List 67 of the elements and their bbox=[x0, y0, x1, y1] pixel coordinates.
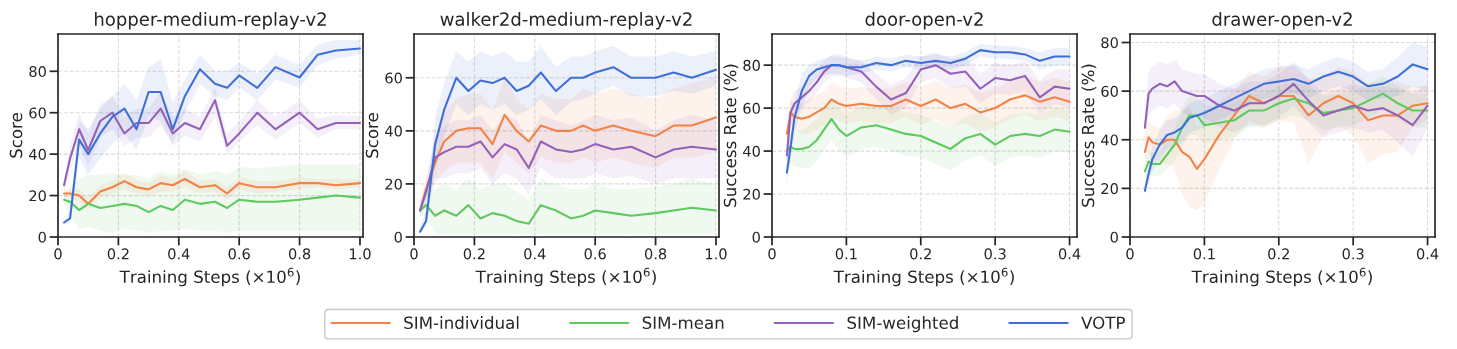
legend-label: SIM-individual bbox=[404, 316, 519, 330]
x-tick-label: 0.1 bbox=[835, 248, 857, 260]
x-tick-label: 0.4 bbox=[168, 248, 190, 260]
x-tick-label: 0.6 bbox=[228, 248, 250, 260]
chart-title: drawer-open-v2 bbox=[1212, 11, 1352, 30]
x-tick-label: 0 bbox=[54, 248, 62, 260]
x-tick-label: 0.3 bbox=[1342, 248, 1364, 260]
y-axis-title: Score bbox=[365, 113, 379, 158]
x-axis-title: Training Steps (×10$^{6}$) bbox=[475, 267, 656, 287]
line-series bbox=[785, 117, 1071, 153]
y-axis-title: Success Rate (%) bbox=[1081, 64, 1097, 207]
x-tick-label: 0.2 bbox=[107, 248, 129, 260]
line-series bbox=[419, 204, 718, 225]
y-tick-label: 60 bbox=[385, 72, 402, 84]
x-tick-label: 0.4 bbox=[524, 248, 546, 260]
line-series bbox=[419, 140, 718, 212]
line-series bbox=[785, 64, 1071, 157]
y-tick-label: 60 bbox=[743, 102, 760, 114]
y-axis-title: Score bbox=[9, 113, 23, 158]
y-tick-label: 0 bbox=[752, 231, 760, 243]
line-series bbox=[1143, 63, 1429, 192]
y-tick-label: 0 bbox=[38, 231, 46, 243]
y-tick-label: 20 bbox=[29, 190, 46, 202]
x-tick-label: 0.2 bbox=[910, 248, 931, 260]
y-tick-label: 20 bbox=[1101, 183, 1118, 195]
x-tick-label: 0.2 bbox=[1268, 248, 1289, 260]
x-tick-label: 0 bbox=[1126, 248, 1134, 260]
y-tick-label: 0 bbox=[394, 231, 402, 243]
y-tick-label: 80 bbox=[29, 66, 46, 78]
x-axis-title: Training Steps (×10$^{6}$) bbox=[119, 267, 300, 287]
line-series bbox=[785, 94, 1071, 135]
y-tick-label: 60 bbox=[1101, 85, 1118, 97]
chart-title: walker2d-medium-replay-v2 bbox=[440, 11, 692, 30]
line-series bbox=[63, 99, 362, 187]
x-tick-label: 1.0 bbox=[349, 248, 371, 260]
y-tick-label: 40 bbox=[29, 148, 46, 160]
x-tick-label: 1.0 bbox=[705, 248, 727, 260]
y-axis-title: Success Rate (%) bbox=[723, 64, 739, 207]
legend-label: VOTP bbox=[1081, 316, 1125, 330]
y-tick-label: 40 bbox=[1101, 134, 1118, 146]
x-tick-label: 0.1 bbox=[1193, 248, 1215, 260]
x-tick-label: 0.8 bbox=[288, 248, 311, 260]
line-series bbox=[1143, 80, 1429, 129]
chart-title: hopper-medium-replay-v2 bbox=[95, 11, 326, 30]
chart-title: door-open-v2 bbox=[865, 11, 983, 30]
line-series bbox=[63, 177, 362, 205]
y-tick-label: 60 bbox=[29, 107, 46, 119]
line-series bbox=[63, 194, 362, 214]
x-tick-label: 0 bbox=[410, 248, 418, 260]
y-tick-label: 20 bbox=[743, 188, 760, 200]
y-tick-label: 80 bbox=[1101, 37, 1118, 49]
legend-label: SIM-mean bbox=[642, 316, 724, 330]
x-tick-label: 0.2 bbox=[463, 248, 485, 260]
y-tick-label: 40 bbox=[385, 125, 402, 137]
x-tick-label: 0.4 bbox=[1058, 248, 1081, 260]
x-tick-label: 0.3 bbox=[984, 248, 1006, 260]
y-tick-label: 80 bbox=[743, 59, 760, 71]
y-tick-label: 40 bbox=[743, 145, 760, 157]
y-tick-label: 20 bbox=[385, 178, 402, 190]
x-tick-label: 0.6 bbox=[584, 248, 606, 260]
x-tick-label: 0.4 bbox=[1416, 248, 1439, 260]
legend-label: SIM-weighted bbox=[847, 316, 958, 333]
y-tick-label: 0 bbox=[1110, 231, 1118, 243]
x-tick-label: 0 bbox=[768, 248, 776, 260]
x-tick-label: 0.8 bbox=[644, 248, 667, 260]
x-axis-title: Training Steps (×10$^{6}$) bbox=[1191, 267, 1372, 287]
x-axis-title: Training Steps (×10$^{6}$) bbox=[833, 267, 1014, 287]
